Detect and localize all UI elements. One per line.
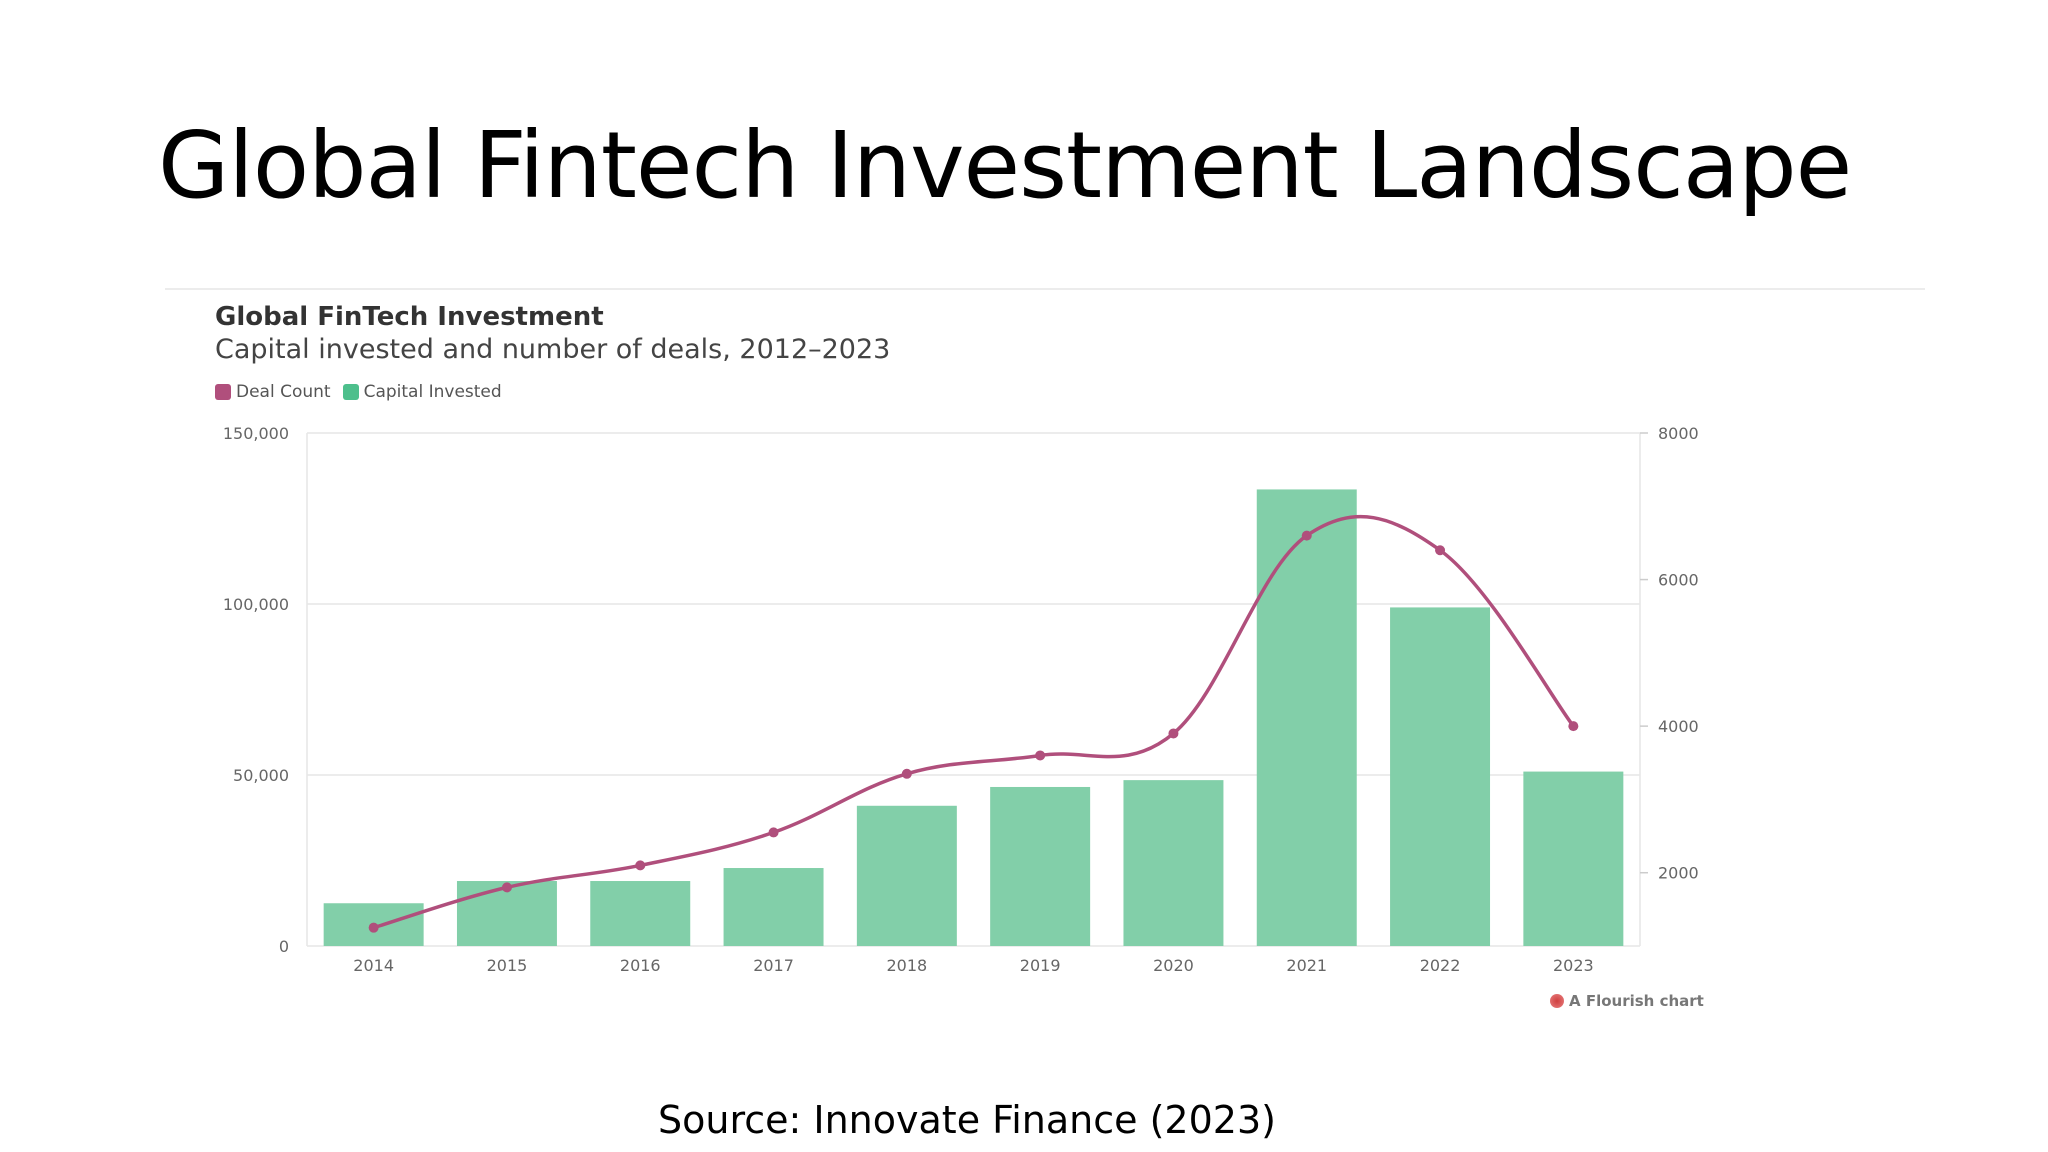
bar-capital-invested-2021 <box>1256 489 1357 946</box>
x-tick-label: 2014 <box>353 956 394 975</box>
point-deal-count-2016 <box>635 860 646 871</box>
y-right-tick-label: 4000 <box>1658 717 1699 736</box>
bar-capital-invested-2019 <box>990 786 1091 946</box>
legend-item-deal-count: Deal Count <box>215 382 331 402</box>
point-deal-count-2022 <box>1435 545 1446 556</box>
x-tick-label: 2018 <box>886 956 927 975</box>
legend-swatch-capital-invested <box>342 384 359 400</box>
x-tick-label: 2020 <box>1153 956 1194 975</box>
point-deal-count-2020 <box>1168 728 1179 739</box>
x-tick-label: 2017 <box>753 956 794 975</box>
chart-plot: 150,000 100,000 50,000 0 8000 6000 4000 2000 201… <box>223 424 1699 975</box>
chart-card: 150,000 100,000 50,000 0 8000 6000 4000 2000 201… <box>165 288 1925 1030</box>
chart-subtitle: Capital invested and number of deals, 20… <box>215 334 891 365</box>
bar-capital-invested-2020 <box>1123 780 1224 946</box>
flourish-credit[interactable]: A Flourish chart <box>1550 992 1704 1010</box>
flourish-credit-label: A Flourish chart <box>1569 992 1704 1010</box>
point-deal-count-2015 <box>501 882 512 893</box>
legend-swatch-deal-count <box>215 384 231 400</box>
y-right-tick-label: 2000 <box>1658 864 1699 883</box>
bar-capital-invested-2018 <box>856 805 957 946</box>
point-deal-count-2017 <box>768 827 779 838</box>
x-tick-label: 2016 <box>620 956 661 975</box>
bar-capital-invested-2016 <box>590 881 691 946</box>
y-left-tick-label: 50,000 <box>233 766 289 785</box>
x-tick-label: 2023 <box>1553 956 1594 975</box>
bar-capital-invested-2017 <box>723 868 824 946</box>
point-deal-count-2018 <box>901 768 912 779</box>
point-deal-count-2023 <box>1568 721 1579 732</box>
y-left-tick-label: 0 <box>279 937 289 956</box>
y-left-tick-label: 150,000 <box>223 424 289 443</box>
line-deal-count <box>373 514 1575 930</box>
bar-capital-invested-2023 <box>1523 771 1624 946</box>
slide-title: Global Fintech Investment Landscape <box>158 112 1852 219</box>
chart-legend: Deal Count Capital Invested <box>215 382 502 402</box>
x-tick-label: 2019 <box>1020 956 1061 975</box>
legend-item-capital-invested: Capital Invested <box>342 382 502 402</box>
source-caption: Source: Innovate Finance (2023) <box>658 1098 1276 1142</box>
point-deal-count-2021 <box>1301 530 1312 541</box>
point-deal-count-2019 <box>1035 750 1046 761</box>
legend-label-capital-invested: Capital Invested <box>363 382 502 402</box>
y-left-tick-label: 100,000 <box>223 595 289 614</box>
y-right-tick-label: 6000 <box>1658 571 1699 590</box>
y-right-tick-label: 8000 <box>1658 424 1699 443</box>
x-tick-label: 2015 <box>487 956 528 975</box>
x-tick-label: 2021 <box>1286 956 1327 975</box>
chart-title: Global FinTech Investment <box>215 302 604 332</box>
bar-capital-invested-2022 <box>1390 607 1491 946</box>
x-tick-label: 2022 <box>1420 956 1461 975</box>
flourish-logo-icon <box>1550 994 1564 1008</box>
legend-label-deal-count: Deal Count <box>236 382 331 402</box>
point-deal-count-2014 <box>368 922 379 933</box>
